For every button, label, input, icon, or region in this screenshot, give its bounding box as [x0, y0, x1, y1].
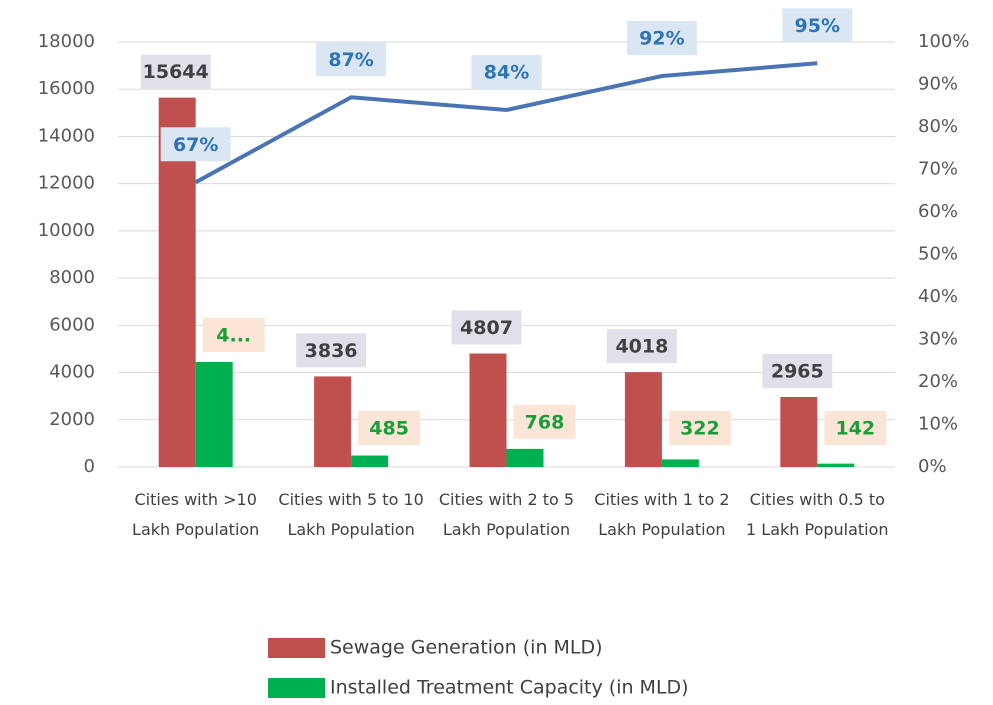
data-label-box	[358, 411, 421, 445]
data-label: 2965	[771, 360, 824, 382]
y2-tick-label: 30%	[918, 329, 958, 350]
data-label: 485	[369, 418, 409, 440]
data-label: 4018	[615, 336, 668, 358]
legend-swatch	[268, 638, 325, 658]
x-tick-label: Cities with 0.5 to 1 Lakh Population	[746, 490, 889, 539]
data-label: 4807	[460, 317, 513, 339]
bar	[195, 361, 233, 467]
line-label: 95%	[795, 15, 840, 37]
line-label-box	[160, 127, 231, 162]
bar	[351, 455, 389, 467]
x-tick-label: Cities with 5 to 10 Lakh Population	[278, 490, 424, 539]
line-label: 67%	[173, 134, 218, 156]
legend-swatch	[268, 678, 325, 698]
y2-tick-label: 10%	[918, 414, 958, 435]
data-label-box	[762, 353, 833, 388]
y-tick-label: 8000	[49, 267, 95, 288]
data-label-box	[824, 411, 887, 445]
y-tick-label: 10000	[38, 220, 95, 241]
y2-tick-label: 50%	[918, 244, 958, 265]
legend-label: Installed Treatment Capacity (in MLD)	[330, 677, 689, 699]
data-label-box	[202, 317, 265, 352]
data-label: 4...	[216, 324, 251, 346]
y-tick-label: 12000	[38, 173, 95, 194]
y2-tick-label: 70%	[918, 159, 958, 180]
data-label: 322	[680, 418, 720, 440]
data-label: 142	[835, 418, 875, 440]
line-label: 84%	[484, 62, 529, 84]
bar	[314, 376, 352, 467]
bar	[506, 448, 544, 467]
data-label-box	[668, 411, 731, 445]
line-label-box	[471, 55, 542, 89]
y-tick-label: 16000	[38, 78, 95, 99]
x-tick-label: Cities with >10 Lakh Population	[132, 490, 260, 539]
line-label: 92%	[639, 28, 684, 50]
data-label-box	[513, 404, 576, 439]
data-label-box	[140, 54, 211, 89]
bar	[624, 372, 662, 467]
line-label-box	[316, 42, 387, 77]
data-label-box	[296, 333, 367, 368]
data-label: 3836	[305, 340, 358, 362]
bar	[469, 353, 507, 467]
x-tick-label: Cities with 1 to 2 Lakh Population	[594, 490, 730, 539]
bar	[817, 463, 855, 467]
y-tick-label: 2000	[49, 409, 95, 430]
line	[194, 61, 818, 185]
y2-tick-label: 40%	[918, 286, 958, 307]
y-tick-label: 18000	[38, 31, 95, 52]
data-label-box	[606, 329, 677, 364]
y2-tick-label: 90%	[918, 74, 958, 95]
y-tick-label: 14000	[38, 125, 95, 146]
y-tick-label: 0	[84, 456, 95, 477]
bar	[661, 459, 699, 467]
y2-tick-label: 80%	[918, 116, 958, 137]
y2-tick-label: 0%	[918, 456, 947, 477]
legend-label: Sewage Generation (in MLD)	[330, 637, 603, 659]
data-label-box	[451, 310, 522, 345]
y2-tick-label: 60%	[918, 201, 958, 222]
bar	[780, 396, 818, 467]
y2-tick-label: 100%	[918, 31, 969, 52]
y2-tick-label: 20%	[918, 371, 958, 392]
line-label-box	[782, 8, 853, 43]
x-tick-label: Cities with 2 to 5 Lakh Population	[438, 490, 575, 539]
data-label: 768	[525, 411, 565, 433]
line-label-box	[626, 21, 697, 55]
line-label: 87%	[328, 49, 373, 71]
y-tick-label: 6000	[49, 314, 95, 335]
data-label: 15644	[143, 61, 209, 83]
y-tick-label: 4000	[49, 362, 95, 383]
